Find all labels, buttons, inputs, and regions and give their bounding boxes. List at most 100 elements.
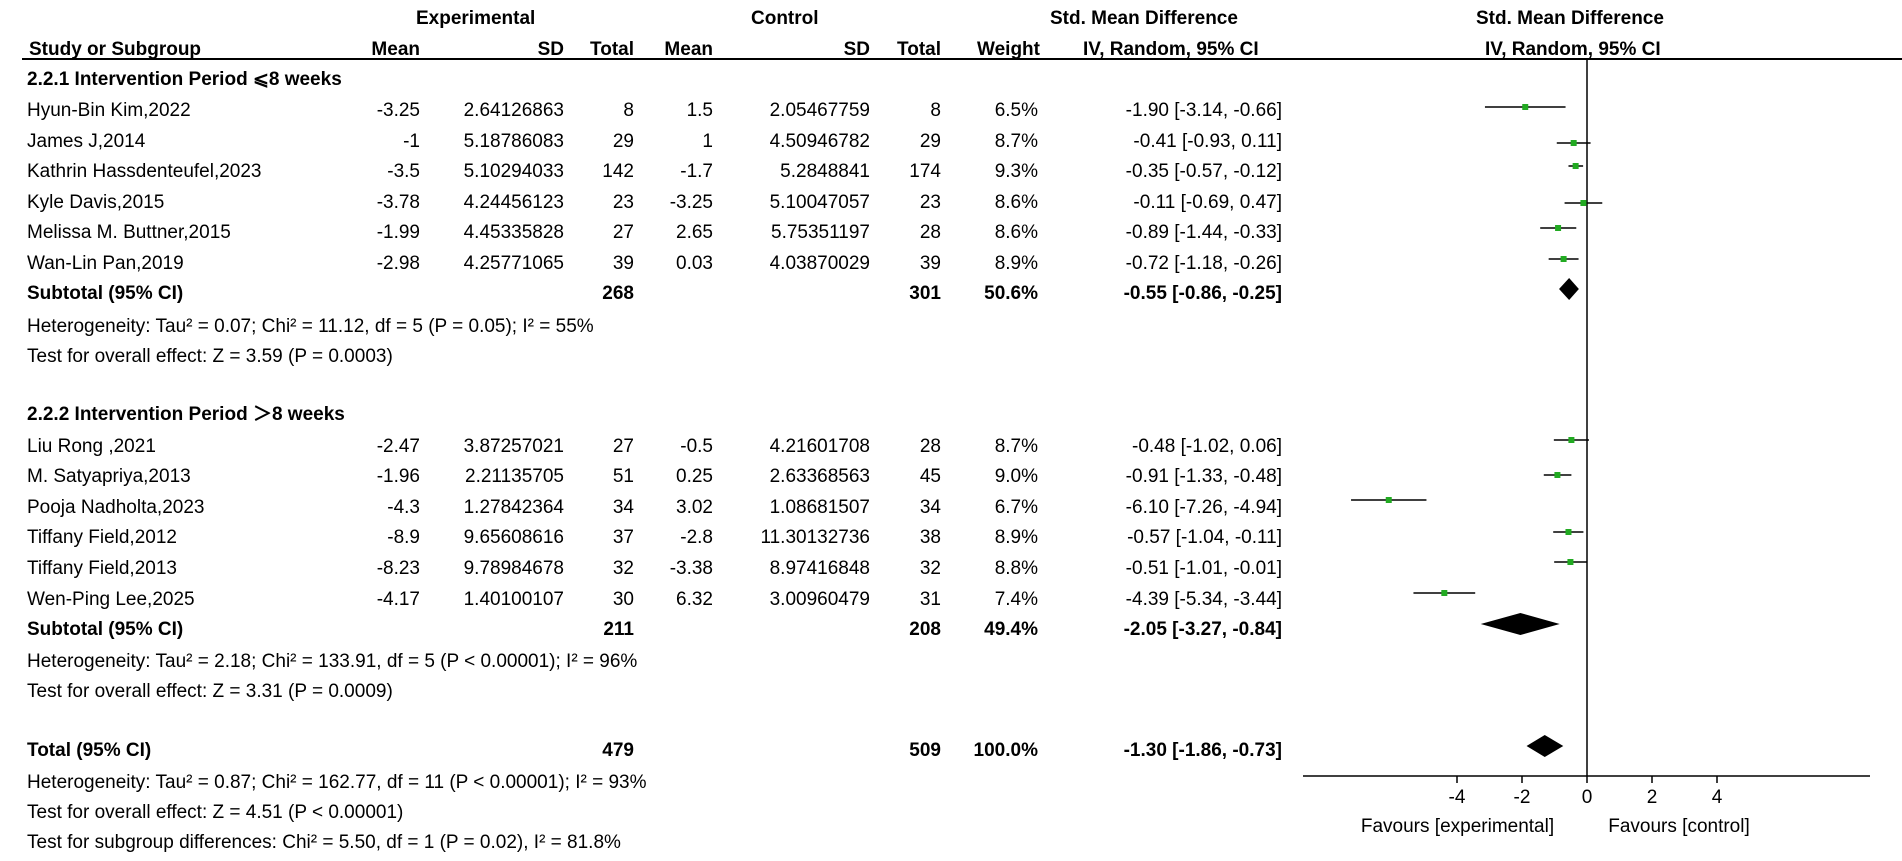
study-name: James J,2014: [27, 131, 146, 152]
control-header: Control: [751, 8, 819, 29]
exp-mean: -2.98: [376, 253, 420, 274]
subtotal-ctl-total: 301: [909, 283, 941, 304]
study-point: [1572, 163, 1579, 169]
ctl-mean: 2.65: [676, 222, 713, 243]
smd-ci: -0.48 [-1.02, 0.06]: [1132, 436, 1282, 457]
weight: 8.7%: [994, 436, 1038, 457]
exp-mean: -1.96: [376, 466, 420, 487]
total-weight: 100.0%: [973, 740, 1038, 761]
smd-ci: -0.72 [-1.18, -0.26]: [1125, 253, 1282, 274]
ctl-sd: 1.08681507: [769, 497, 870, 518]
exp-mean: -8.9: [387, 527, 420, 548]
exp-sd: 1.40100107: [463, 589, 564, 610]
exp-total: 30: [612, 589, 634, 610]
ctl-total: 34: [919, 497, 941, 518]
col-exp-mean-header: Mean: [371, 39, 420, 60]
x-tick-label: -2: [1514, 787, 1531, 808]
study-point: [1554, 472, 1561, 478]
exp-mean: -3.25: [376, 100, 420, 121]
overall-effect-text: Test for overall effect: Z = 3.59 (P = 0…: [27, 346, 393, 367]
group-title: 2.2.1 Intervention Period ⩽8 weeks: [27, 69, 342, 90]
total-ci: -1.30 [-1.86, -0.73]: [1123, 740, 1282, 761]
weight: 9.0%: [994, 466, 1038, 487]
weight: 7.4%: [994, 589, 1038, 610]
exp-total: 23: [612, 192, 634, 213]
ctl-sd: 8.97416848: [769, 558, 870, 579]
weight: 6.5%: [994, 100, 1038, 121]
heterogeneity-text: Heterogeneity: Tau² = 0.07; Chi² = 11.12…: [27, 316, 594, 337]
overall-effect-text: Test for overall effect: Z = 3.31 (P = 0…: [27, 681, 393, 702]
study-name: M. Satyapriya,2013: [27, 466, 191, 487]
weight: 8.9%: [994, 527, 1038, 548]
col-ctl-sd-header: SD: [843, 39, 870, 60]
subtotal-diamond: [1559, 278, 1579, 300]
exp-mean: -4.3: [387, 497, 420, 518]
smd-ci: -0.91 [-1.33, -0.48]: [1125, 466, 1282, 487]
study-name: Tiffany Field,2012: [27, 527, 177, 548]
total-ctl-total: 509: [909, 740, 941, 761]
weight: 8.7%: [994, 131, 1038, 152]
subtotal-exp-total: 268: [602, 283, 634, 304]
smd-ci: -0.11 [-0.69, 0.47]: [1133, 192, 1282, 213]
col-ctl-total-header: Total: [897, 39, 941, 60]
exp-total: 32: [612, 558, 634, 579]
exp-mean: -3.78: [376, 192, 420, 213]
x-tick-label: -4: [1449, 787, 1466, 808]
subtotal-weight: 49.4%: [984, 619, 1038, 640]
exp-total: 39: [612, 253, 634, 274]
subtotal-exp-total: 211: [603, 619, 634, 640]
smd-ci: -0.89 [-1.44, -0.33]: [1125, 222, 1282, 243]
study-point: [1567, 559, 1574, 565]
exp-total: 29: [612, 131, 634, 152]
ctl-sd: 3.00960479: [769, 589, 870, 610]
exp-sd: 2.21135705: [465, 466, 564, 487]
exp-total: 8: [623, 100, 634, 121]
ctl-mean: -3.38: [669, 558, 713, 579]
ctl-total: 8: [930, 100, 941, 121]
experimental-header: Experimental: [416, 8, 536, 29]
ctl-mean: -1.7: [680, 161, 713, 182]
ctl-mean: 1: [702, 131, 713, 152]
exp-sd: 5.18786083: [463, 131, 564, 152]
subtotal-ctl-total: 208: [909, 619, 941, 640]
total-diamond: [1526, 735, 1564, 757]
smd-ci: -0.41 [-0.93, 0.11]: [1133, 131, 1282, 152]
ctl-total: 28: [919, 436, 941, 457]
study-point: [1568, 437, 1575, 443]
exp-mean: -3.5: [387, 161, 420, 182]
heterogeneity-text: Heterogeneity: Tau² = 2.18; Chi² = 133.9…: [27, 651, 638, 672]
ctl-mean: 0.03: [676, 253, 713, 274]
x-tick-label: 4: [1712, 787, 1723, 808]
study-point: [1441, 590, 1448, 596]
ctl-total: 31: [919, 589, 941, 610]
ctl-mean: 3.02: [676, 497, 713, 518]
study-point: [1385, 497, 1392, 503]
col-ctl-mean-header: Mean: [664, 39, 713, 60]
exp-mean: -1.99: [376, 222, 420, 243]
ctl-total: 39: [919, 253, 941, 274]
weight: 6.7%: [994, 497, 1038, 518]
ctl-total: 23: [919, 192, 941, 213]
col-ci-header: IV, Random, 95% CI: [1083, 39, 1259, 60]
x-tick-label: 2: [1647, 787, 1658, 808]
total-heterogeneity-text: Heterogeneity: Tau² = 0.87; Chi² = 162.7…: [27, 772, 647, 793]
ctl-sd: 2.05467759: [769, 100, 870, 121]
study-name: Pooja Nadholta,2023: [27, 497, 205, 518]
ctl-total: 32: [919, 558, 941, 579]
ctl-mean: 6.32: [676, 589, 713, 610]
exp-mean: -8.23: [376, 558, 420, 579]
exp-sd: 4.24456123: [463, 192, 564, 213]
ctl-total: 38: [919, 527, 941, 548]
study-name: Kathrin Hassdenteufel,2023: [27, 161, 262, 182]
exp-total: 34: [612, 497, 634, 518]
ctl-sd: 5.75351197: [771, 222, 870, 243]
exp-mean: -1: [403, 131, 420, 152]
ctl-sd: 4.21601708: [769, 436, 870, 457]
exp-total: 51: [612, 466, 634, 487]
ctl-total: 174: [909, 161, 941, 182]
study-point: [1565, 529, 1572, 535]
exp-total: 37: [612, 527, 634, 548]
study-name: Melissa M. Buttner,2015: [27, 222, 231, 243]
ctl-sd: 11.30132736: [760, 527, 870, 548]
exp-total: 27: [612, 222, 634, 243]
